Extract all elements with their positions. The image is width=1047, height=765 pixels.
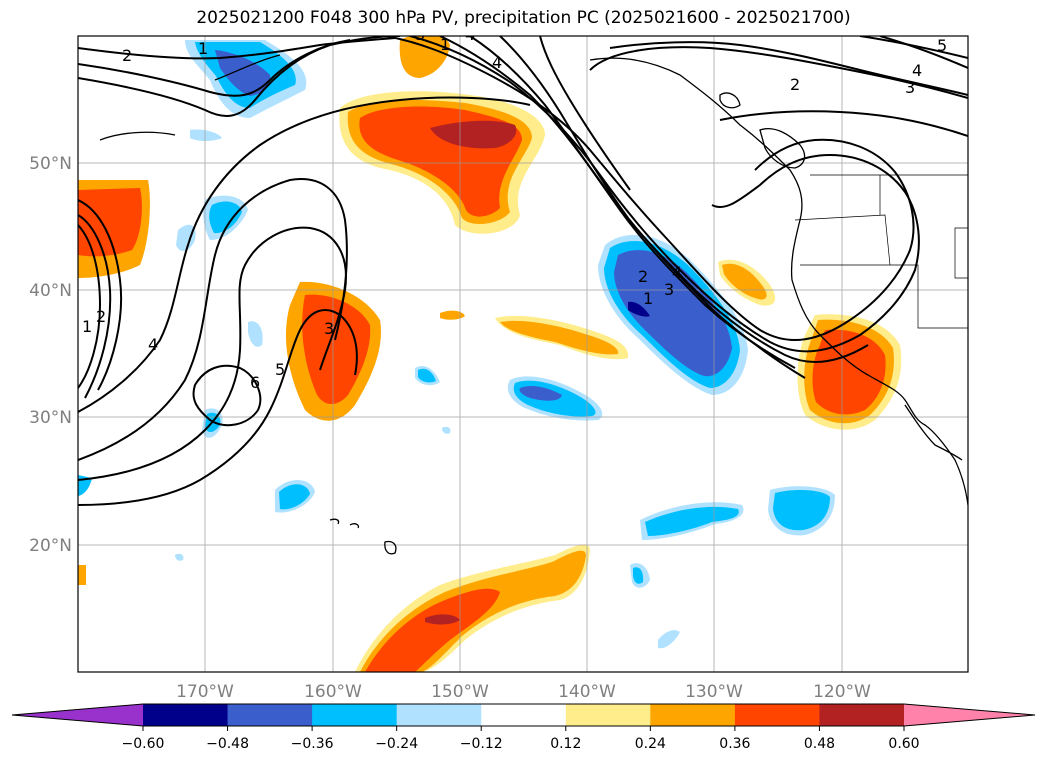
lon-label-130w: 130°W bbox=[685, 682, 743, 702]
lon-label-120w: 120°W bbox=[813, 682, 871, 702]
lat-label-20n: 20°N bbox=[29, 536, 72, 556]
colorbar-segment bbox=[396, 704, 482, 726]
lat-label-50n: 50°N bbox=[29, 154, 72, 174]
coastlines bbox=[99, 54, 968, 555]
contour-label: 5 bbox=[937, 36, 947, 55]
contour-label: 3 bbox=[664, 280, 674, 299]
colorbar-tick-label: −0.12 bbox=[460, 736, 503, 752]
map-frame bbox=[77, 35, 969, 673]
contour-label: 6 bbox=[250, 373, 260, 392]
colorbar-tick-label: 0.24 bbox=[635, 736, 666, 752]
colorbar-tick-label: −0.36 bbox=[291, 736, 334, 752]
contour-label: 2 bbox=[638, 267, 648, 286]
contour-label: 5 bbox=[275, 360, 285, 379]
contour-label: 3 bbox=[324, 319, 334, 338]
contour-label-group: 2 1 4 5 4 3 2 1 4 1 2 3 4 5 6 3 1 2 3 4 bbox=[82, 25, 947, 392]
contour-label: 4 bbox=[912, 61, 922, 80]
latitude-labels: 50°N 40°N 30°N 20°N bbox=[29, 154, 72, 556]
colorbar-tick-label: −0.60 bbox=[122, 736, 165, 752]
colorbar-segment bbox=[227, 704, 313, 726]
contour-label: 1 bbox=[198, 39, 208, 58]
contour-label: 4 bbox=[148, 335, 158, 354]
lon-label-150w: 150°W bbox=[431, 682, 489, 702]
colorbar-segment bbox=[312, 704, 398, 726]
contour-label: 4 bbox=[465, 25, 475, 44]
contour-label: 1 bbox=[82, 317, 92, 336]
colorbar-segment bbox=[819, 704, 905, 726]
contour-label: 3 bbox=[905, 78, 915, 97]
contour-label: 4 bbox=[492, 53, 502, 72]
contour-label: 2 bbox=[96, 307, 106, 326]
map-plot-area: 2 1 4 5 4 3 2 1 4 1 2 3 4 5 6 3 1 2 3 4 bbox=[78, 25, 968, 672]
lat-label-40n: 40°N bbox=[29, 281, 72, 301]
map-title: 2025021200 F048 300 hPa PV, precipitatio… bbox=[196, 8, 851, 28]
pv-contours bbox=[78, 36, 968, 506]
colorbar: −0.60 −0.48 −0.36 −0.24 −0.12 0.12 0.24 0.36 0.4… bbox=[11, 703, 1036, 752]
contour-label: 4 bbox=[672, 263, 682, 282]
colorbar-tick-label: 0.12 bbox=[550, 736, 581, 752]
colorbar-extend-min bbox=[12, 704, 143, 726]
contour-label: 3 bbox=[415, 25, 425, 44]
colorbar-segment bbox=[650, 704, 736, 726]
colorbar-segment bbox=[143, 704, 229, 726]
lon-label-170w: 170°W bbox=[176, 682, 234, 702]
lon-label-160w: 160°W bbox=[304, 682, 362, 702]
colorbar-segment bbox=[481, 704, 567, 726]
longitude-labels: 170°W 160°W 150°W 140°W 130°W 120°W bbox=[176, 682, 871, 702]
colorbar-segment bbox=[734, 704, 820, 726]
contour-label: 1 bbox=[440, 35, 450, 54]
colorbar-segment bbox=[565, 704, 651, 726]
contour-label: 2 bbox=[122, 46, 132, 65]
colorbar-extend-max bbox=[904, 704, 1035, 726]
colorbar-tick-label: 0.60 bbox=[888, 736, 919, 752]
lon-label-140w: 140°W bbox=[558, 682, 616, 702]
contour-label: 2 bbox=[790, 75, 800, 94]
colorbar-tick-label: 0.48 bbox=[804, 736, 835, 752]
lat-label-30n: 30°N bbox=[29, 408, 72, 428]
colorbar-tick-label: −0.48 bbox=[206, 736, 249, 752]
contour-label: 1 bbox=[643, 289, 653, 308]
colorbar-tick-label: −0.24 bbox=[375, 736, 418, 752]
colorbar-tick-label: 0.36 bbox=[719, 736, 750, 752]
